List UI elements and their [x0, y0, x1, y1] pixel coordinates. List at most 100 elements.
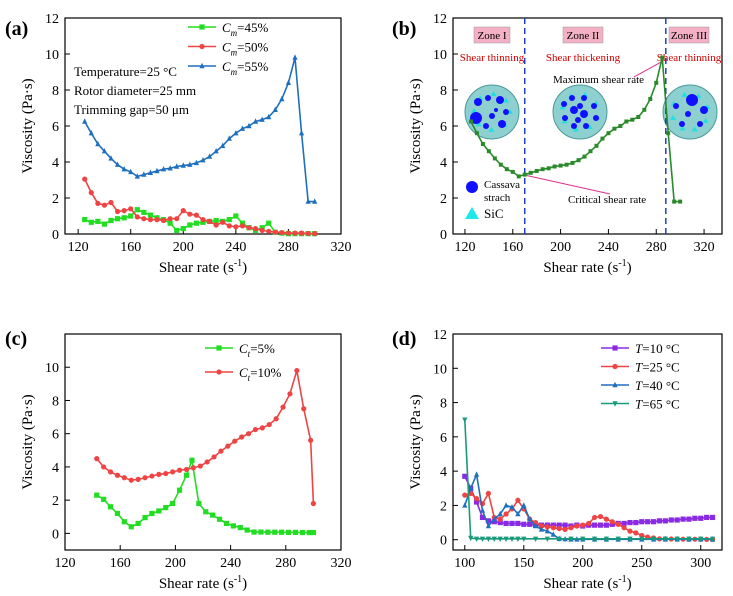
data-point [213, 148, 219, 154]
legend-marker [199, 24, 205, 30]
data-point [226, 223, 232, 229]
data-point [308, 437, 314, 443]
data-point [200, 217, 206, 223]
sic-particle [670, 115, 677, 121]
x-tick-label: 160 [502, 240, 523, 255]
x-tick-label: 150 [513, 556, 534, 571]
data-point [516, 174, 521, 179]
y-tick-label: 10 [433, 362, 447, 377]
data-point [193, 212, 200, 218]
data-point [515, 497, 521, 503]
data-point [167, 216, 173, 222]
starch-particle [581, 95, 587, 101]
data-point [698, 536, 704, 543]
data-point [245, 431, 252, 437]
data-point [552, 164, 557, 169]
data-point [479, 514, 486, 521]
data-point [612, 126, 617, 131]
starch-particle [593, 115, 599, 121]
legend-label: T=65 °C [635, 397, 680, 412]
data-point [218, 448, 224, 454]
data-point [301, 406, 307, 412]
data-point [570, 160, 575, 165]
y-tick-label: 0 [52, 228, 59, 243]
legend-label-main: C [222, 40, 231, 55]
data-point [639, 536, 645, 543]
cassava-legend-line1: Cassava [484, 179, 520, 191]
data-point [258, 529, 264, 535]
x-axis-label: Shear rate (s-1) [543, 258, 631, 276]
data-point [527, 515, 533, 522]
data-point [540, 167, 545, 172]
data-point [226, 217, 232, 223]
data-point [128, 168, 134, 175]
panel-label: (d) [392, 328, 416, 350]
data-point [709, 536, 716, 543]
data-point [503, 502, 509, 508]
legend-label-main: C [222, 20, 231, 35]
x-axis-label-superscript: -1 [618, 574, 626, 585]
data-point [576, 158, 581, 163]
x-axis-label: Shear rate (s-1) [159, 258, 247, 276]
series-1 [462, 490, 716, 542]
data-point [285, 230, 292, 236]
x-axis-label-end: ) [627, 576, 632, 592]
sic-particle [559, 104, 566, 110]
data-point [305, 198, 311, 204]
data-point [163, 470, 169, 477]
starch-particle [485, 95, 491, 101]
legend-label-rest: =45% [237, 20, 268, 35]
data-point [606, 131, 611, 136]
legend-label: T=25 °C [635, 360, 680, 375]
legend-label-main: T [635, 341, 643, 356]
data-point [180, 208, 186, 214]
starch-particle [562, 115, 568, 121]
data-point [538, 526, 545, 532]
legend-label-subscript: t [248, 349, 251, 359]
data-point [259, 116, 265, 122]
data-point [239, 434, 245, 440]
data-point [101, 496, 107, 502]
data-point [462, 473, 468, 479]
y-tick-label: 4 [52, 156, 59, 171]
panel-2: (c) 120 160 200 240 280 320 0 2 4 6 8 10 Shear rate (… [5, 328, 352, 592]
data-point [473, 499, 480, 505]
data-point [556, 522, 562, 528]
data-point [532, 536, 539, 543]
starch-particle [575, 117, 581, 123]
data-point [312, 198, 318, 204]
data-point [154, 167, 160, 174]
data-point [591, 522, 598, 528]
data-point [497, 516, 503, 522]
data-point [252, 426, 259, 433]
y-tick-label: 2 [52, 494, 59, 509]
data-point [574, 523, 580, 529]
panel-label: (c) [5, 328, 27, 350]
data-point [639, 519, 645, 525]
starch-particle [580, 110, 588, 118]
x-axis-label: Shear rate (s-1) [543, 574, 631, 592]
data-point [95, 140, 101, 147]
data-point [230, 523, 236, 529]
data-point [515, 536, 521, 543]
sic-particle [488, 126, 495, 132]
x-tick-label: 250 [631, 556, 652, 571]
data-point [588, 149, 593, 154]
microstructure-illustration [552, 84, 608, 140]
starch-particle [570, 106, 578, 114]
x-tick-label: 240 [598, 240, 619, 255]
panel-3: (d) 100 150 200 250 300 0 2 4 6 8 10 12 Shear rate (s… [392, 328, 723, 592]
series-2 [82, 54, 318, 204]
data-point [95, 200, 101, 206]
legend-label-subscript: t [248, 373, 251, 383]
x-tick-label: 120 [454, 240, 475, 255]
data-point [226, 135, 232, 141]
data-point [135, 520, 141, 527]
zone-behavior-label: Shear thinning [657, 52, 722, 64]
legend-label-rest: =25 °C [642, 360, 679, 375]
panel-label: (b) [392, 18, 416, 40]
data-point [292, 54, 298, 60]
sic-particle [490, 91, 497, 97]
data-point [149, 473, 155, 479]
data-point [101, 202, 108, 208]
